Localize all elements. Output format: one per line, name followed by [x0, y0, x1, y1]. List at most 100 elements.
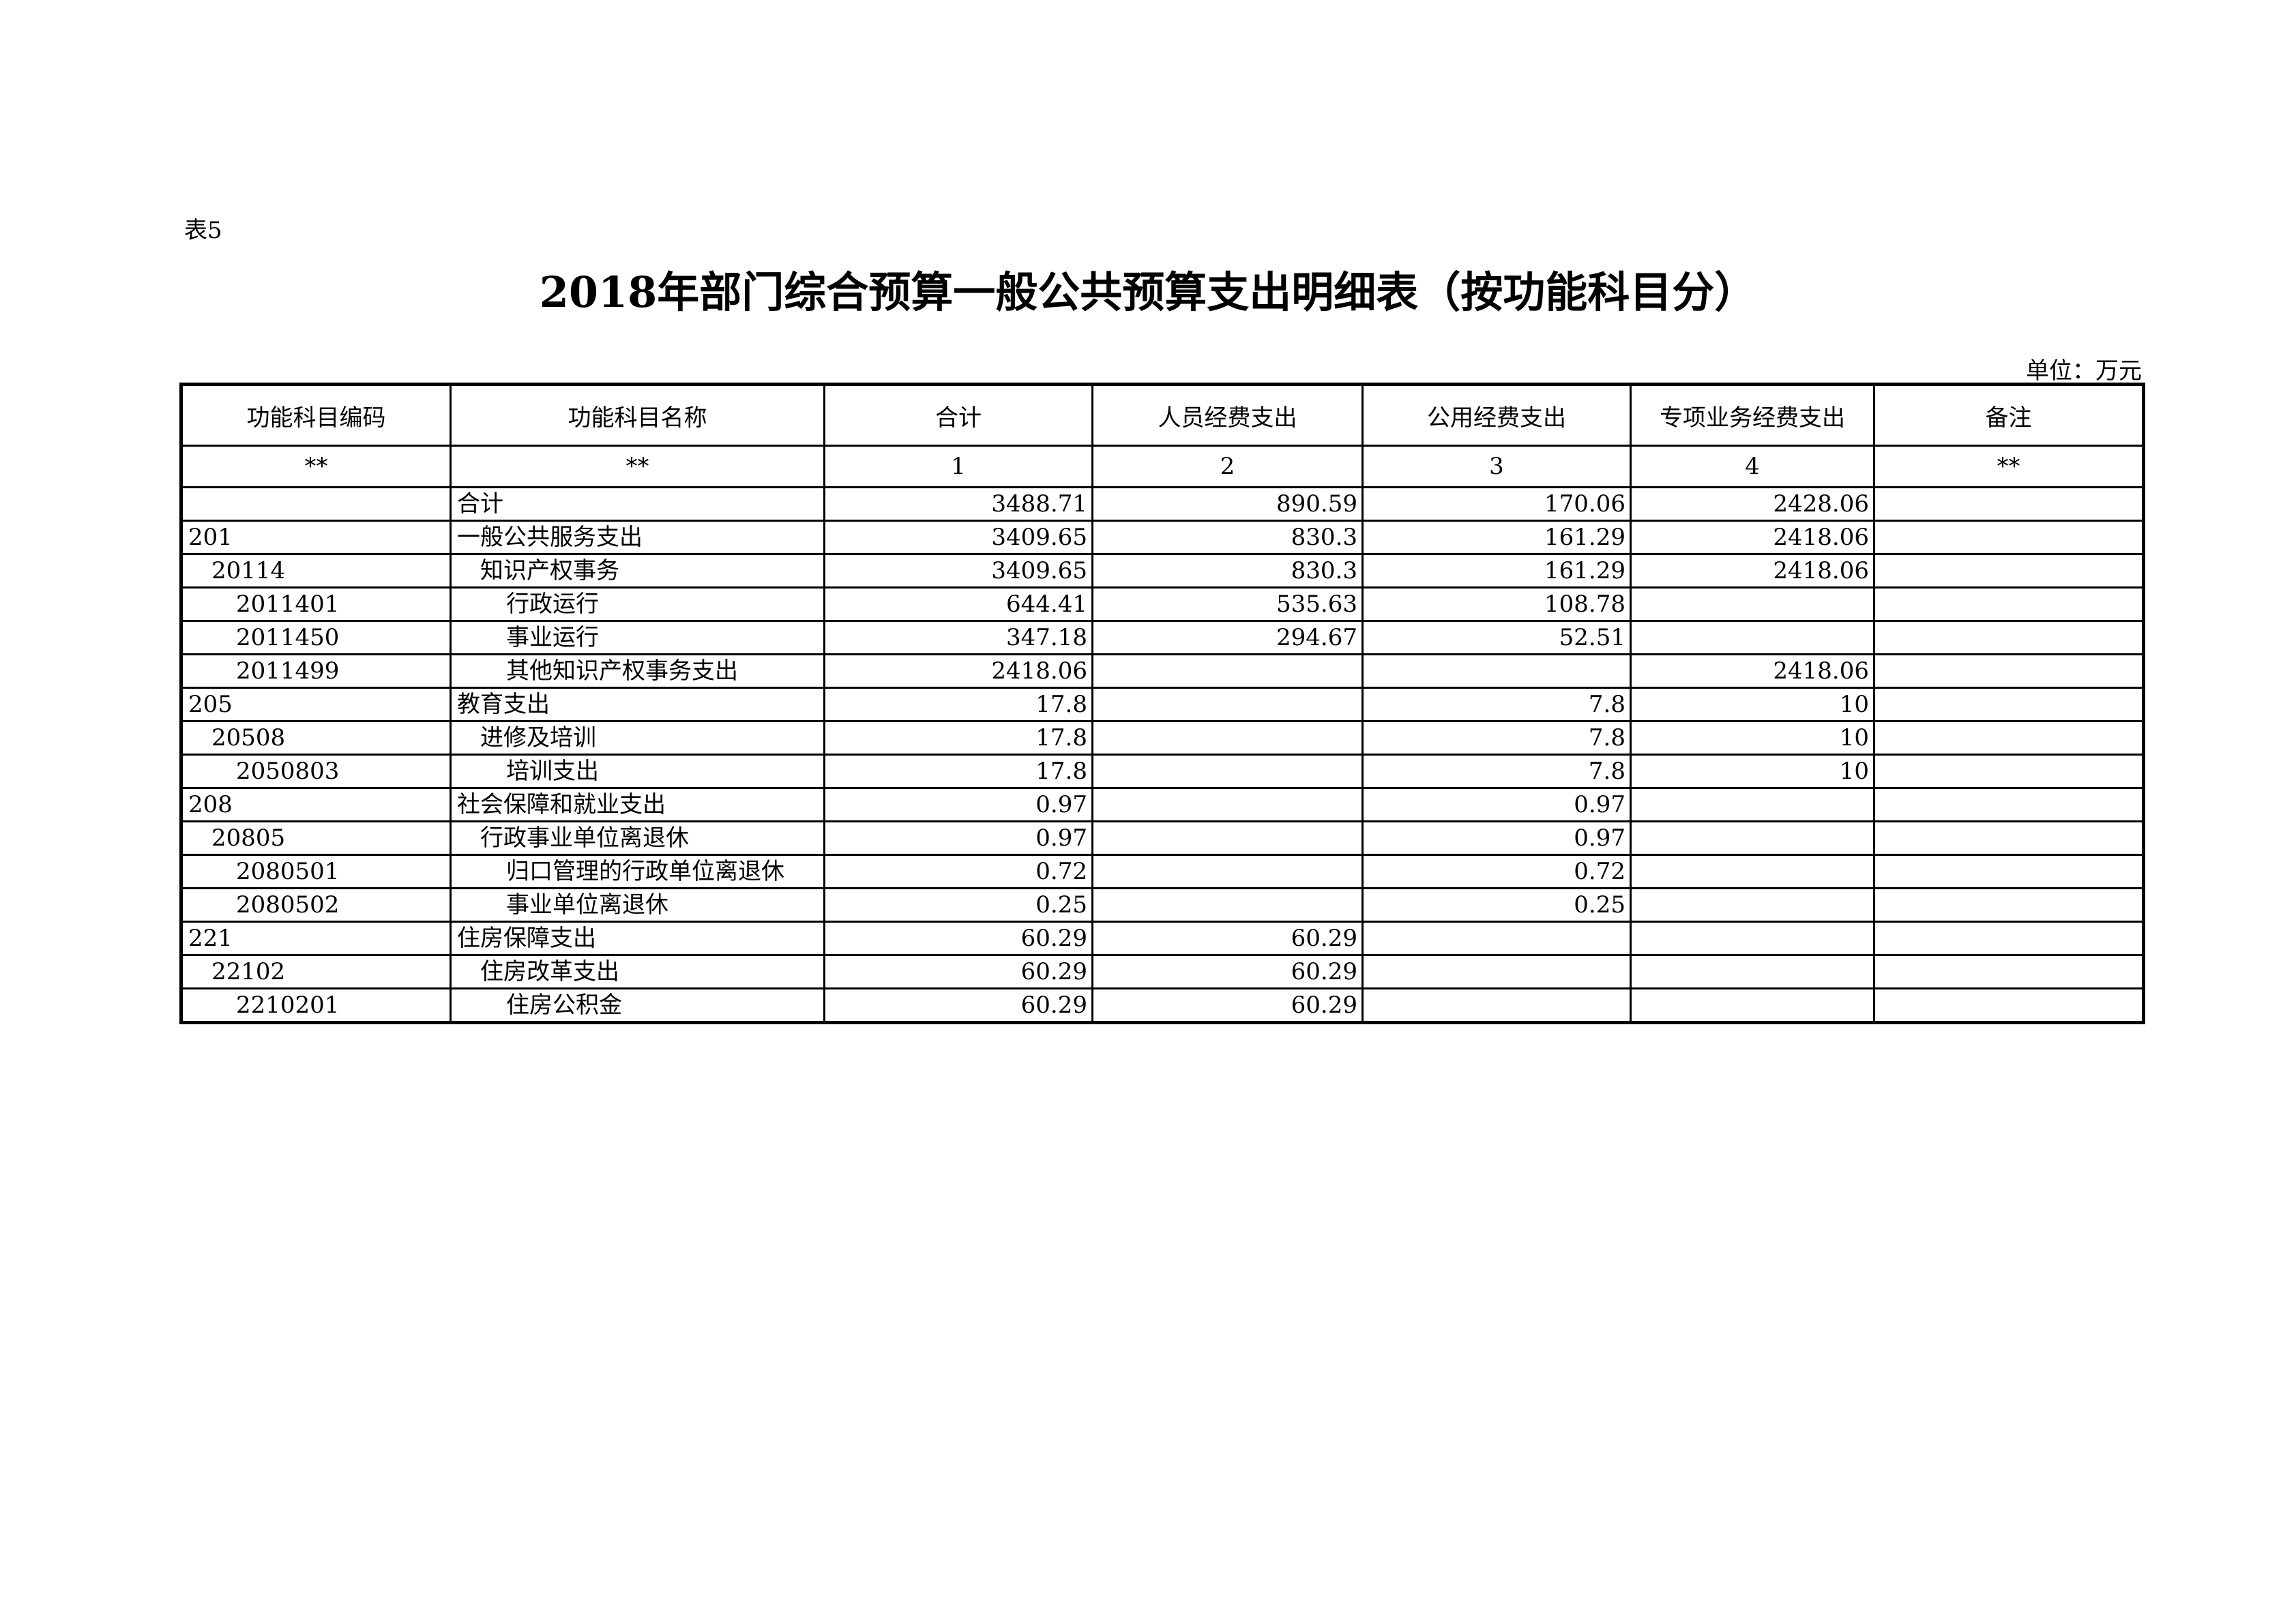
cell-special	[1630, 887, 1875, 923]
cell-public: 7.8	[1362, 754, 1632, 789]
table-row: 22102 住房改革支出 60.29 60.29	[180, 954, 2145, 989]
table-row: 2080502 事业单位离退休 0.25 0.25	[180, 887, 2145, 923]
cell-note	[1873, 787, 2145, 822]
table-row: 20805 行政事业单位离退休 0.97 0.97	[180, 820, 2145, 856]
cell-code: 20508	[180, 720, 452, 756]
cell-code: 2210201	[180, 987, 452, 1024]
cell-name: 住房改革支出	[450, 954, 825, 989]
cell-total: 17.8	[823, 720, 1093, 756]
header-personnel: 人员经费支出	[1091, 383, 1364, 447]
cell-code: 205	[180, 687, 452, 722]
cell-personnel: 60.29	[1091, 987, 1364, 1024]
header-name: 功能科目名称	[450, 383, 825, 447]
cell-personnel: 890.59	[1091, 486, 1364, 522]
cell-special: 10	[1630, 720, 1875, 756]
cell-name: 教育支出	[450, 687, 825, 722]
table-row: 合计 3488.71 890.59 170.06 2428.06	[180, 486, 2145, 522]
cell-note	[1873, 720, 2145, 756]
cell-special: 2428.06	[1630, 486, 1875, 522]
cell-code: 2080502	[180, 887, 452, 923]
cell-personnel	[1091, 887, 1364, 923]
cell-code: 2011499	[180, 653, 452, 689]
cell-personnel: 830.3	[1091, 520, 1364, 555]
cell-code: 201	[180, 520, 452, 555]
cell-public: 108.78	[1362, 586, 1632, 622]
cell-personnel	[1091, 653, 1364, 689]
cell-total: 3488.71	[823, 486, 1093, 522]
header-total: 合计	[823, 383, 1093, 447]
header-code: 功能科目编码	[180, 383, 452, 447]
cell-total: 3409.65	[823, 553, 1093, 589]
index-cell: 1	[823, 445, 1093, 488]
cell-code: 208	[180, 787, 452, 822]
cell-public	[1362, 954, 1632, 989]
cell-personnel	[1091, 820, 1364, 856]
index-cell: 4	[1630, 445, 1875, 488]
cell-name: 归口管理的行政单位离退休	[450, 854, 825, 889]
cell-public: 0.25	[1362, 887, 1632, 923]
cell-public	[1362, 921, 1632, 956]
cell-personnel	[1091, 687, 1364, 722]
cell-personnel: 60.29	[1091, 954, 1364, 989]
index-cell: 2	[1091, 445, 1364, 488]
cell-note	[1873, 486, 2145, 522]
cell-special	[1630, 987, 1875, 1024]
cell-note	[1873, 887, 2145, 923]
cell-note	[1873, 586, 2145, 622]
cell-code: 221	[180, 921, 452, 956]
cell-name: 住房保障支出	[450, 921, 825, 956]
cell-total: 2418.06	[823, 653, 1093, 689]
cell-note	[1873, 854, 2145, 889]
cell-public: 0.72	[1362, 854, 1632, 889]
cell-special	[1630, 586, 1875, 622]
cell-public: 161.29	[1362, 520, 1632, 555]
cell-note	[1873, 653, 2145, 689]
cell-name: 进修及培训	[450, 720, 825, 756]
cell-total: 0.72	[823, 854, 1093, 889]
cell-special	[1630, 854, 1875, 889]
cell-public: 170.06	[1362, 486, 1632, 522]
header-special: 专项业务经费支出	[1630, 383, 1875, 447]
cell-name: 其他知识产权事务支出	[450, 653, 825, 689]
cell-special: 2418.06	[1630, 553, 1875, 589]
cell-total: 60.29	[823, 954, 1093, 989]
cell-note	[1873, 820, 2145, 856]
cell-note	[1873, 954, 2145, 989]
cell-total: 17.8	[823, 754, 1093, 789]
cell-public	[1362, 987, 1632, 1024]
cell-public	[1362, 653, 1632, 689]
table-row: 2210201 住房公积金 60.29 60.29	[180, 987, 2145, 1024]
table-row: 2050803 培训支出 17.8 7.8 10	[180, 754, 2145, 789]
cell-code: 2050803	[180, 754, 452, 789]
cell-personnel: 830.3	[1091, 553, 1364, 589]
cell-name: 住房公积金	[450, 987, 825, 1024]
cell-code: 22102	[180, 954, 452, 989]
cell-note	[1873, 921, 2145, 956]
index-cell: 3	[1362, 445, 1632, 488]
index-cell: **	[180, 445, 452, 488]
cell-name: 一般公共服务支出	[450, 520, 825, 555]
table-row: 205 教育支出 17.8 7.8 10	[180, 687, 2145, 722]
cell-public: 7.8	[1362, 687, 1632, 722]
cell-note	[1873, 987, 2145, 1024]
index-cell: **	[1873, 445, 2145, 488]
cell-code: 2011450	[180, 620, 452, 655]
cell-note	[1873, 520, 2145, 555]
index-row: ** ** 1 2 3 4 **	[180, 445, 2145, 488]
cell-special	[1630, 620, 1875, 655]
cell-special: 2418.06	[1630, 653, 1875, 689]
cell-note	[1873, 754, 2145, 789]
cell-personnel: 294.67	[1091, 620, 1364, 655]
table-row: 2011401 行政运行 644.41 535.63 108.78	[180, 586, 2145, 622]
table-row: 208 社会保障和就业支出 0.97 0.97	[180, 787, 2145, 822]
table-row: 2011450 事业运行 347.18 294.67 52.51	[180, 620, 2145, 655]
cell-name: 合计	[450, 486, 825, 522]
cell-public: 0.97	[1362, 787, 1632, 822]
table-row: 2080501 归口管理的行政单位离退休 0.72 0.72	[180, 854, 2145, 889]
cell-special: 2418.06	[1630, 520, 1875, 555]
budget-table: 功能科目编码 功能科目名称 合计 人员经费支出 公用经费支出 专项业务经费支出 …	[179, 383, 2145, 1024]
sheet-label: 表5	[184, 217, 222, 244]
cell-note	[1873, 687, 2145, 722]
table-row: 20508 进修及培训 17.8 7.8 10	[180, 720, 2145, 756]
header-note: 备注	[1873, 383, 2145, 447]
